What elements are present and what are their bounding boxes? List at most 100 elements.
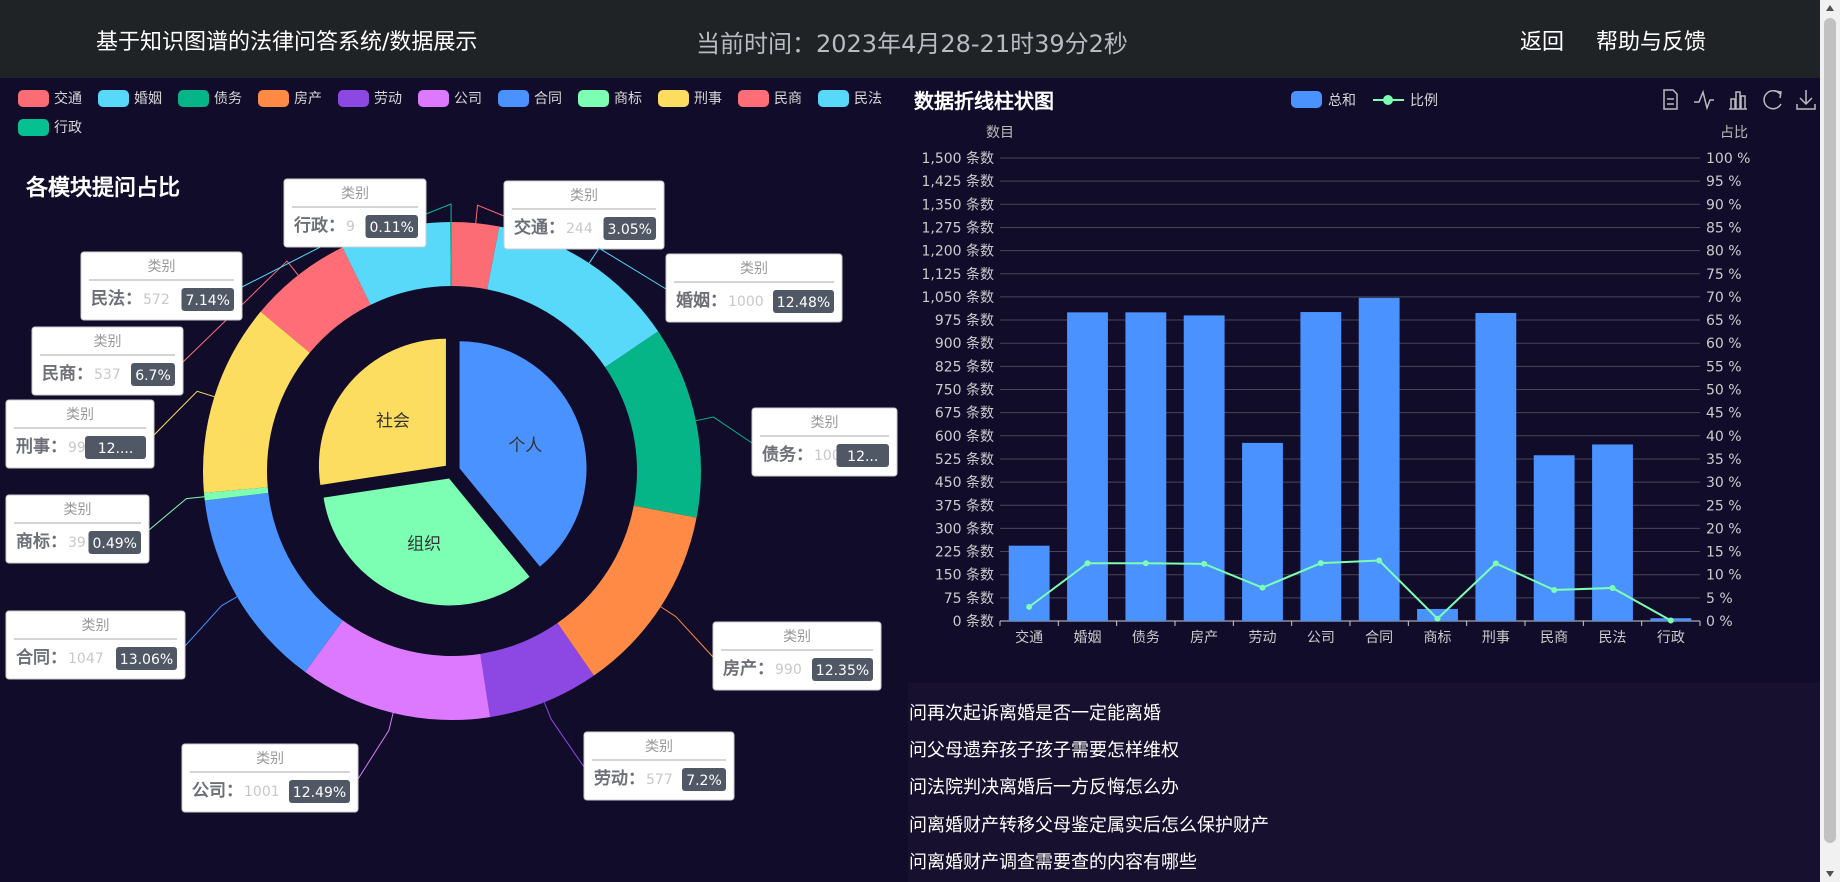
ring-slice-婚姻[interactable] xyxy=(487,226,659,368)
y-tick-label-right: 25 % xyxy=(1706,498,1742,514)
inner-slice-label: 组织 xyxy=(407,535,441,555)
legend-item-商标[interactable]: 商标 xyxy=(578,90,642,107)
ratio-point-婚姻[interactable] xyxy=(1084,560,1091,567)
ratio-point-刑事[interactable] xyxy=(1492,560,1499,567)
ring-slice-交通[interactable] xyxy=(452,222,500,290)
inner-slice-组织[interactable] xyxy=(323,478,530,606)
bar-婚姻[interactable] xyxy=(1067,312,1108,621)
page-scrollbar[interactable] xyxy=(1820,0,1840,882)
line-chart-icon[interactable] xyxy=(1692,88,1716,112)
label-name: 交通： xyxy=(514,217,565,238)
bar-公司[interactable] xyxy=(1300,312,1342,621)
label-percent: 7.14% xyxy=(186,293,230,309)
x-tick-label: 公司 xyxy=(1307,630,1335,646)
ratio-point-公司[interactable] xyxy=(1317,560,1324,567)
ratio-point-债务[interactable] xyxy=(1142,560,1149,567)
label-name: 民法： xyxy=(91,288,142,309)
question-item[interactable]: 问法院判决离婚后一方反悔怎么办 xyxy=(909,777,1179,798)
bar-劳动[interactable] xyxy=(1242,442,1283,621)
ring-slice-房产[interactable] xyxy=(557,505,697,676)
bar-民法[interactable] xyxy=(1592,444,1633,621)
bar-债务[interactable] xyxy=(1125,312,1167,621)
back-link[interactable]: 返回 xyxy=(1520,30,1565,55)
y-tick-label-left: 225 条数 xyxy=(935,544,994,561)
legend-swatch xyxy=(418,90,449,107)
label-percent-badge xyxy=(836,444,889,467)
question-item[interactable]: 问父母遗弃孩子孩子需要怎样维权 xyxy=(909,740,1179,761)
ratio-point-房产[interactable] xyxy=(1201,560,1208,567)
inner-slice-社会[interactable] xyxy=(318,338,446,485)
ratio-point-交通[interactable] xyxy=(1026,603,1033,610)
legend-item-刑事[interactable]: 刑事 xyxy=(658,90,722,107)
ratio-point-商标[interactable] xyxy=(1434,615,1441,622)
legend-dot xyxy=(1383,95,1393,105)
leader-line xyxy=(588,247,667,290)
legend-item-比例[interactable]: 比例 xyxy=(1373,93,1438,109)
ring-slice-劳动[interactable] xyxy=(480,623,594,718)
label-name: 婚姻： xyxy=(676,290,727,311)
legend-item-民商[interactable]: 民商 xyxy=(738,90,802,107)
leader-line xyxy=(543,702,585,768)
bar-合同[interactable] xyxy=(1358,297,1400,621)
label-name: 民商： xyxy=(42,363,93,384)
label-header: 类别 xyxy=(811,415,839,431)
legend-label: 房产 xyxy=(294,91,322,107)
bar-chart-icon[interactable] xyxy=(1726,88,1750,112)
bar-商标[interactable] xyxy=(1417,608,1458,621)
ring-slice-民商[interactable] xyxy=(260,247,371,353)
ratio-point-民法[interactable] xyxy=(1609,584,1616,591)
label-percent: 12.... xyxy=(98,441,134,457)
download-icon[interactable] xyxy=(1794,88,1818,112)
scroll-up-icon[interactable] xyxy=(1826,5,1834,11)
label-value: 572 xyxy=(143,292,170,308)
ring-slice-商标[interactable] xyxy=(203,487,269,501)
bar-刑事[interactable] xyxy=(1475,312,1517,621)
ring-slice-债务[interactable] xyxy=(605,331,701,518)
ratio-point-劳动[interactable] xyxy=(1259,584,1266,591)
ring-slice-公司[interactable] xyxy=(305,620,491,720)
data-view-icon[interactable] xyxy=(1658,88,1682,112)
bar-民商[interactable] xyxy=(1533,455,1575,621)
label-name: 行政： xyxy=(293,215,345,236)
legend-item-婚姻[interactable]: 婚姻 xyxy=(98,90,162,107)
label-percent: 0.11% xyxy=(370,220,414,236)
label-percent-badge xyxy=(682,768,726,791)
y-tick-label-left: 0 条数 xyxy=(953,613,994,630)
legend-item-房产[interactable]: 房产 xyxy=(258,90,322,107)
y-tick-label-right: 70 % xyxy=(1706,290,1742,306)
ratio-point-民商[interactable] xyxy=(1551,586,1558,593)
legend-item-交通[interactable]: 交通 xyxy=(18,90,82,107)
restore-icon[interactable] xyxy=(1760,88,1784,112)
y-tick-label-left: 525 条数 xyxy=(935,451,994,468)
ring-slice-行政[interactable] xyxy=(450,222,452,287)
legend-swatch xyxy=(818,90,849,107)
legend-item-公司[interactable]: 公司 xyxy=(418,90,482,107)
question-item[interactable]: 问再次起诉离婚是否一定能离婚 xyxy=(909,703,1161,724)
scrollbar-thumb[interactable] xyxy=(1824,18,1836,843)
y-tick-label-left: 1,500 条数 xyxy=(921,150,994,167)
legend-item-总和[interactable]: 总和 xyxy=(1291,91,1356,109)
leader-line xyxy=(425,203,452,223)
legend-item-债务[interactable]: 债务 xyxy=(178,90,242,107)
inner-slice-label: 社会 xyxy=(376,411,410,431)
ring-slice-刑事[interactable] xyxy=(203,311,310,493)
scroll-down-icon[interactable] xyxy=(1826,871,1834,877)
leader-line xyxy=(357,712,394,780)
x-tick-label: 债务 xyxy=(1132,630,1160,646)
legend-item-合同[interactable]: 合同 xyxy=(498,90,562,107)
question-item[interactable]: 问离婚财产调查需要查的内容有哪些 xyxy=(909,852,1197,873)
ring-slice-合同[interactable] xyxy=(204,492,343,673)
ratio-point-合同[interactable] xyxy=(1376,557,1383,564)
legend-item-劳动[interactable]: 劳动 xyxy=(338,90,402,107)
legend-item-民法[interactable]: 民法 xyxy=(818,90,882,107)
inner-slice-个人[interactable] xyxy=(459,341,587,567)
legend-item-行政[interactable]: 行政 xyxy=(18,119,82,136)
ratio-point-行政[interactable] xyxy=(1667,617,1674,624)
help-feedback-link[interactable]: 帮助与反馈 xyxy=(1596,30,1707,55)
question-item[interactable]: 问离婚财产转移父母鉴定属实后怎么保护财产 xyxy=(909,815,1269,836)
bar-房产[interactable] xyxy=(1183,315,1225,621)
